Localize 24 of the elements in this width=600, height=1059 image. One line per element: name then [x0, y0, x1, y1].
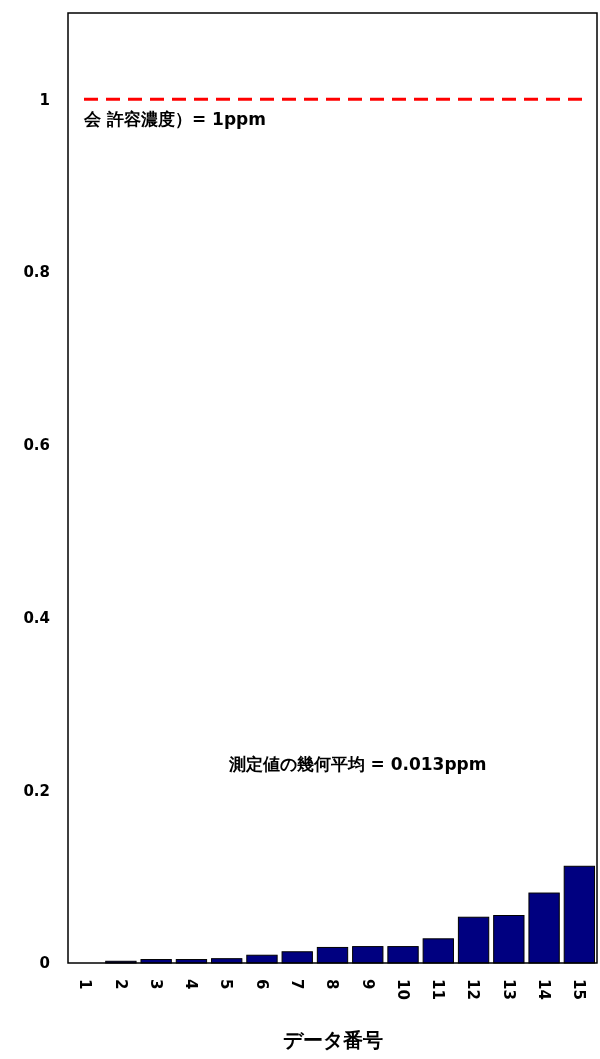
x-tick-label: 3 [146, 979, 165, 990]
x-tick-label: 11 [429, 979, 448, 1000]
y-tick-label: 1 [39, 90, 50, 109]
x-tick-label: 7 [287, 979, 306, 990]
y-tick-label: 0.4 [23, 608, 50, 627]
y-tick-label: 0 [39, 954, 50, 973]
x-tick-label: 2 [111, 979, 130, 990]
x-tick-label: 1 [76, 979, 95, 990]
x-tick-label: 6 [252, 979, 271, 990]
ref-line-label: 会 許容濃度）= 1ppm [83, 109, 266, 130]
y-tick-label: 0.6 [23, 436, 50, 455]
x-tick-label: 15 [570, 979, 589, 1000]
x-tick-label: 14 [534, 979, 553, 1000]
x-tick-label: 4 [182, 979, 201, 990]
x-tick-label: 8 [323, 979, 342, 990]
x-tick-label: 5 [217, 979, 236, 990]
x-tick-label: 9 [358, 979, 377, 990]
x-tick-label: 12 [464, 979, 483, 1000]
y-tick-label: 0.8 [23, 263, 50, 282]
x-tick-label: 13 [499, 979, 518, 1000]
x-axis-title: データ番号 [282, 1028, 383, 1052]
annotation: 測定値の幾何平均 = 0.013ppm [227, 754, 487, 775]
y-tick-label: 0.2 [23, 781, 50, 800]
x-tick-label: 10 [393, 979, 412, 1000]
